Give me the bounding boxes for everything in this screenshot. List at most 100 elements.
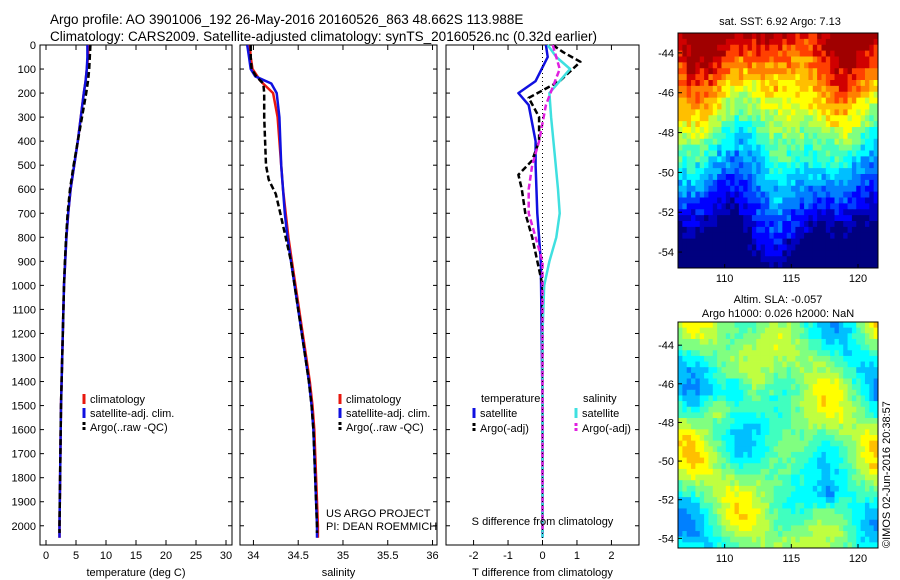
map-cell [851,221,857,228]
map-cell [712,514,718,521]
map-cell [778,197,783,204]
map-cell [743,429,748,436]
map-cell [799,406,805,413]
map-cell [773,91,779,99]
map-cell [782,322,788,329]
map-cell [695,497,701,504]
map-cell [760,85,766,93]
map-cell [751,44,757,52]
map-cell [682,451,688,458]
map-cell [712,191,718,198]
map-cell [786,185,792,193]
legend-entry: Argo(..raw -QC) [346,422,424,434]
map-cell [795,463,801,470]
map-cell [682,389,688,396]
map-cell [695,435,701,442]
map-cell [804,361,809,368]
map-cell [821,179,827,187]
map-cell [695,502,701,509]
map-cell [808,256,814,263]
legend-entry: satellite [582,408,619,420]
map-cell [860,468,866,475]
map-cell [864,150,870,157]
map-cell [760,185,766,193]
map-cell [682,80,688,87]
map-cell [821,127,827,134]
map-cell [808,372,814,379]
map-cell [699,322,705,329]
map-cell [721,80,727,87]
map-cell [851,440,857,447]
map-cell [812,384,818,391]
map-cell [682,531,688,538]
map-cell [804,412,809,419]
map-cell [747,536,753,543]
map-cell [717,215,722,222]
map-cell [825,168,831,175]
map-cell [686,446,692,453]
map-cell [682,209,688,216]
map-cell [778,446,783,453]
map-cell [804,519,809,526]
map-cell [747,485,753,492]
map-cell [791,372,796,379]
map-cell [678,508,683,515]
map-cell [804,446,809,453]
map-cell [869,423,875,430]
map-cell [778,423,783,430]
map-cell [730,232,735,240]
map-cell [699,262,705,269]
map-cell [799,519,805,526]
map-cell [760,440,766,447]
map-cell [847,132,853,140]
map-cell [808,33,814,40]
map-cell [812,378,818,385]
map-cell [795,514,801,521]
map-cell [678,446,683,453]
map-cell [817,215,822,222]
map-cell [808,97,814,104]
map-cell [804,536,809,543]
map-cell [730,338,735,345]
map-cell [808,423,814,430]
map-cell [725,115,731,122]
map-cell [786,451,792,458]
map-cell [825,327,831,334]
map-cell [730,168,735,175]
legend-entry: Argo(-adj) [582,423,631,435]
map-cell [821,435,827,442]
map-cell [864,56,870,63]
map-cell [678,185,683,193]
map-cell [725,372,731,379]
map-cell [804,344,809,351]
map-cell [756,485,762,492]
map-cell [873,262,879,269]
map-cell [743,144,748,151]
map-cell [817,168,822,175]
map-cell [843,322,848,329]
map-cell [682,429,688,436]
map-cell [799,162,805,169]
map-cell [730,474,735,481]
map-cell [725,406,731,413]
map-cell [812,406,818,413]
map-cell [738,191,744,198]
map-cell [686,168,692,175]
map-cell [712,156,718,163]
map-cell [873,50,879,57]
map-cell [873,542,879,549]
map-cell [869,468,875,475]
map-cell [864,197,870,204]
map-cell [704,127,709,134]
map-cell [678,232,683,240]
map-cell [773,338,779,345]
map-cell [738,474,744,481]
map-cell [782,221,788,228]
map-cell [691,474,696,481]
map-cell [717,97,722,104]
map-cell [843,474,848,481]
map-cell [782,226,788,234]
map-cell [751,474,757,481]
map-cell [691,150,696,157]
map-cell [682,361,688,368]
